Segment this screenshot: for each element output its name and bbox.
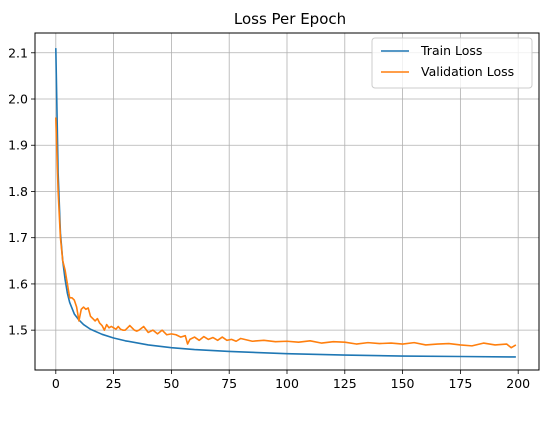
legend: Train Loss Validation Loss bbox=[371, 37, 533, 89]
series-lines bbox=[55, 48, 517, 358]
y-tick-label: 1.6 bbox=[8, 276, 28, 291]
grid bbox=[35, 33, 539, 370]
y-tick-label: 2.1 bbox=[8, 45, 28, 60]
x-tick-label: 100 bbox=[275, 376, 299, 391]
x-tick-label: 75 bbox=[221, 376, 237, 391]
legend-box bbox=[371, 37, 533, 89]
y-tick-label: 2.0 bbox=[8, 92, 28, 107]
x-tick-label: 125 bbox=[333, 376, 357, 391]
y-tick-label: 1.7 bbox=[8, 230, 28, 245]
legend-label-train-loss: Train Loss bbox=[420, 43, 482, 58]
x-tick-label: 175 bbox=[448, 376, 472, 391]
series-line-train-loss bbox=[55, 48, 516, 358]
x-tick-label: 0 bbox=[52, 376, 60, 391]
y-tick-label: 1.9 bbox=[8, 138, 28, 153]
series-line-validation-loss bbox=[55, 117, 517, 349]
x-tick-label: 25 bbox=[106, 376, 122, 391]
x-tick-label: 200 bbox=[506, 376, 530, 391]
legend-label-validation-loss: Validation Loss bbox=[421, 64, 514, 79]
y-tick-label: 1.8 bbox=[8, 184, 28, 199]
x-tick-label: 150 bbox=[391, 376, 415, 391]
chart-title: Loss Per Epoch bbox=[234, 10, 346, 28]
axis-ticks: 0 25 50 75 100 125 150 175 200 1.5 1.6 1.7 1.8 1.9 2.0… bbox=[8, 45, 530, 391]
x-tick-label: 50 bbox=[163, 376, 179, 391]
y-tick-label: 1.5 bbox=[8, 323, 28, 338]
